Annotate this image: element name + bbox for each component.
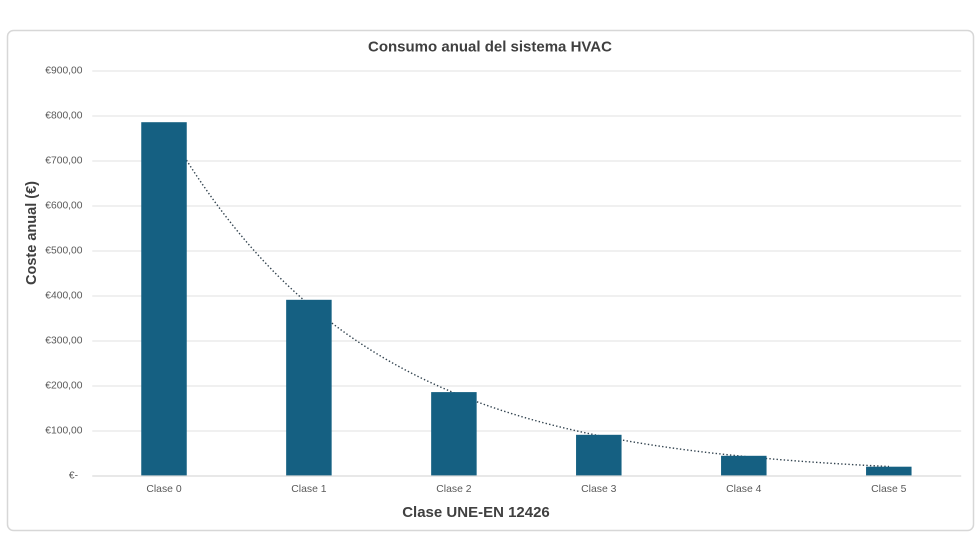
svg-text:€400,00: €400,00: [45, 291, 82, 302]
svg-text:€800,00: €800,00: [45, 111, 82, 122]
svg-text:Clase 4: Clase 4: [726, 484, 761, 495]
svg-text:Consumo anual del sistema HVAC: Consumo anual del sistema HVAC: [368, 39, 612, 56]
svg-text:Coste anual (€): Coste anual (€): [24, 181, 40, 285]
svg-text:Clase 5: Clase 5: [871, 484, 906, 495]
svg-text:Clase 2: Clase 2: [436, 484, 471, 495]
svg-text:€200,00: €200,00: [45, 381, 82, 392]
svg-text:€300,00: €300,00: [45, 336, 82, 347]
svg-text:€100,00: €100,00: [45, 426, 82, 437]
svg-text:Clase 1: Clase 1: [291, 484, 326, 495]
svg-text:€600,00: €600,00: [45, 201, 82, 212]
svg-text:Clase 0: Clase 0: [146, 484, 181, 495]
svg-text:€-: €-: [69, 471, 78, 482]
svg-text:€900,00: €900,00: [45, 66, 82, 77]
svg-text:€500,00: €500,00: [45, 246, 82, 257]
svg-text:Clase UNE-EN 12426: Clase UNE-EN 12426: [402, 504, 550, 521]
svg-text:€700,00: €700,00: [45, 156, 82, 167]
svg-text:Clase 3: Clase 3: [581, 484, 616, 495]
